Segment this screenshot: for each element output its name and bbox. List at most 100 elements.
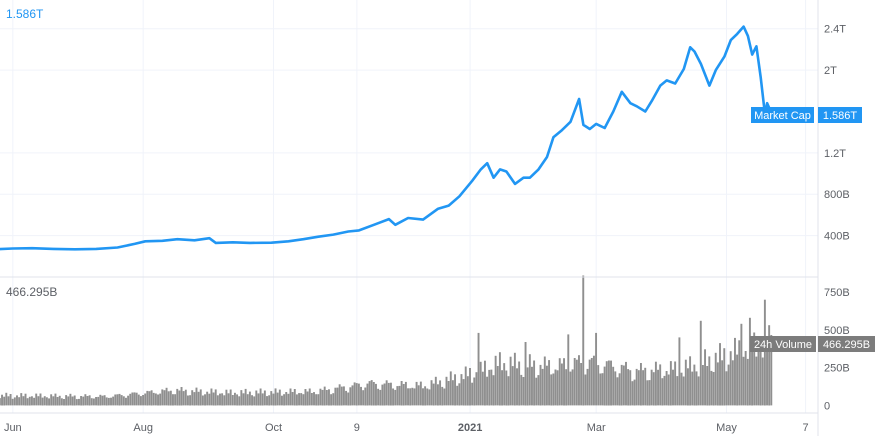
volume-bar xyxy=(526,367,529,406)
volume-bar xyxy=(92,398,95,406)
volume-bar xyxy=(520,374,523,406)
volume-bar xyxy=(30,396,33,406)
volume-bar xyxy=(712,372,715,406)
volume-bar xyxy=(5,392,8,406)
volume-bar xyxy=(622,365,625,406)
volume-bar xyxy=(216,395,219,406)
volume-bar xyxy=(740,323,743,406)
volume-bar xyxy=(693,364,696,406)
volume-bar xyxy=(451,380,454,406)
market-cap-value-label: 1.586T xyxy=(823,110,858,122)
volume-bar xyxy=(227,393,230,406)
volume-bar xyxy=(663,375,666,406)
volume-bar xyxy=(545,365,548,406)
volume-bar xyxy=(588,359,591,406)
volume-bar xyxy=(537,375,540,406)
volume-bar xyxy=(306,391,309,406)
volume-bar xyxy=(233,392,236,406)
volume-bar xyxy=(524,342,527,406)
volume-bar xyxy=(759,351,762,406)
volume-bar xyxy=(639,363,642,406)
volume-bar xyxy=(439,380,442,406)
volume-bar xyxy=(426,388,429,406)
volume-bar xyxy=(103,395,106,406)
volume-bar xyxy=(372,382,375,406)
volume-bar xyxy=(385,380,388,406)
market-cap-last-value-tag: Market Cap 1.586T xyxy=(751,107,862,123)
volume-bar xyxy=(178,390,181,406)
volume-bar xyxy=(65,395,68,406)
volume-bar xyxy=(550,374,553,406)
volume-bar xyxy=(86,396,89,406)
volume-bar xyxy=(471,382,474,406)
x-tick-label: Jun xyxy=(4,422,22,434)
volume-bar xyxy=(680,372,683,406)
volume-bar xyxy=(407,388,409,406)
volume-bar xyxy=(154,393,157,406)
volume-bar xyxy=(479,361,482,406)
volume-bar xyxy=(377,388,380,406)
volume-bar xyxy=(259,388,262,406)
volume-bar xyxy=(129,393,132,406)
volume-bar xyxy=(221,393,224,406)
volume-bar xyxy=(201,395,204,406)
volume-bar xyxy=(206,391,209,406)
volume-bar xyxy=(443,388,446,406)
volume-bar xyxy=(422,388,424,406)
volume-bar xyxy=(584,374,587,406)
volume-bar xyxy=(293,389,296,406)
volume-bar xyxy=(270,391,273,406)
volume-bar xyxy=(328,389,330,406)
x-axis-ticks[interactable]: Jun Aug Oct 9 2021 Mar May 7 xyxy=(4,422,809,434)
volume-bar xyxy=(672,369,674,406)
volume-bar xyxy=(310,393,313,406)
x-tick-label: Oct xyxy=(265,422,282,434)
volume-bar xyxy=(253,396,256,406)
volume-bar xyxy=(494,355,497,406)
volume-bar xyxy=(665,371,668,406)
volume-bar xyxy=(746,358,749,406)
volume-y-tick-label: 750B xyxy=(824,287,850,299)
volume-bar xyxy=(432,383,435,406)
volume-bar xyxy=(603,366,606,406)
volume-bar xyxy=(360,386,362,406)
volume-bar xyxy=(336,387,339,406)
volume-bar xyxy=(257,393,260,406)
volume-bar xyxy=(522,377,525,406)
volume-bar xyxy=(580,363,583,406)
volume-bar xyxy=(137,394,140,406)
volume-bar xyxy=(396,386,399,406)
volume-bar xyxy=(80,396,83,406)
volume-bar xyxy=(283,394,286,406)
volume-bar xyxy=(368,381,371,406)
volume-bar xyxy=(404,381,407,406)
volume-bar xyxy=(56,397,59,406)
volume-bar xyxy=(272,393,275,406)
volume-name-tag xyxy=(750,336,816,352)
volume-bar xyxy=(159,393,162,406)
volume-bar xyxy=(706,366,709,406)
grid-layer xyxy=(0,0,818,413)
volume-bar xyxy=(204,394,206,406)
volume-bar xyxy=(43,396,46,406)
volume-bar xyxy=(41,397,44,406)
volume-bar xyxy=(58,395,61,406)
volume-bar xyxy=(565,369,568,406)
volume-bar xyxy=(319,388,322,406)
volume-bar xyxy=(219,393,221,406)
volume-bar xyxy=(280,395,283,406)
volume-bar xyxy=(659,364,662,406)
volume-bar xyxy=(464,366,467,406)
volume-bar xyxy=(13,397,16,406)
volume-bar xyxy=(240,390,243,406)
volume-bar xyxy=(678,337,681,406)
volume-bar xyxy=(353,382,356,406)
volume-bar xyxy=(127,395,130,406)
volume-value-label: 466.295B xyxy=(823,339,870,351)
volume-bar xyxy=(578,355,580,406)
volume-bar xyxy=(541,368,544,406)
volume-bar xyxy=(676,376,679,406)
volume-bar xyxy=(436,384,439,406)
x-tick-label: Mar xyxy=(587,422,606,434)
volume-bar xyxy=(642,370,645,406)
